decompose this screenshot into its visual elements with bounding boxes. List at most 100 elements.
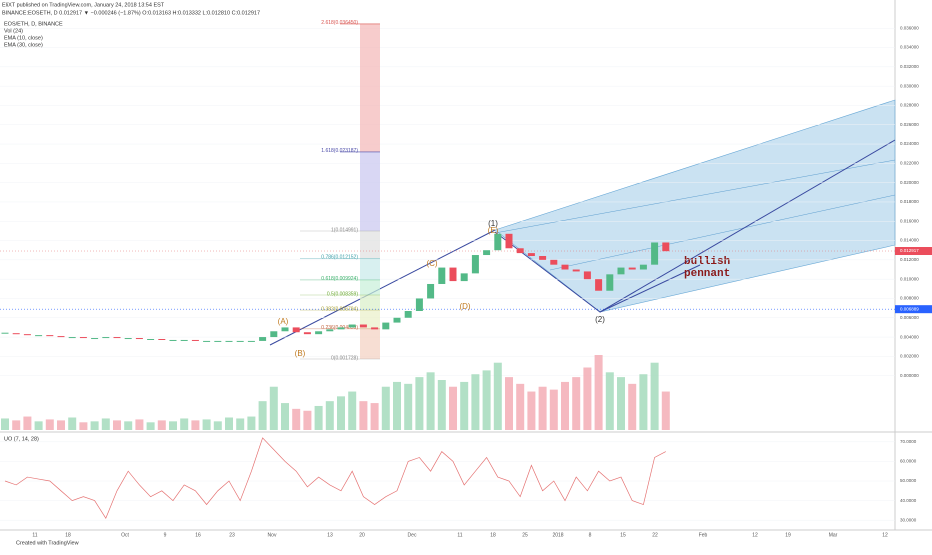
published: EliXT published on TradingView.com, Janu… bbox=[2, 2, 165, 8]
uo-tick-label: 60.0000 bbox=[900, 459, 917, 464]
volume-bar bbox=[281, 403, 289, 430]
candle bbox=[427, 283, 435, 299]
study: EMA (10, close) bbox=[4, 35, 43, 41]
candle bbox=[359, 324, 367, 328]
volume-bar bbox=[505, 377, 513, 430]
candle bbox=[191, 339, 199, 341]
candle bbox=[236, 340, 244, 342]
candle bbox=[23, 334, 31, 336]
x-tick-label: 12 bbox=[882, 532, 888, 538]
channel-line bbox=[549, 194, 896, 271]
candle bbox=[595, 279, 603, 291]
candle bbox=[550, 259, 558, 265]
x-tick-label: 8 bbox=[589, 532, 592, 538]
x-tick-label: Dec bbox=[408, 532, 417, 538]
volume-bar bbox=[1, 418, 9, 430]
volume-bar bbox=[213, 421, 222, 430]
volume-bar bbox=[225, 417, 233, 430]
candle bbox=[483, 250, 491, 256]
y-tick-label: 0.020000 bbox=[900, 180, 919, 185]
wave-label: (B) bbox=[295, 349, 306, 358]
y-tick-label: 0.006000 bbox=[900, 315, 919, 320]
fib-label: 0(0.001728) bbox=[331, 355, 358, 361]
volume-bar bbox=[628, 383, 637, 430]
candle bbox=[1, 332, 9, 334]
x-tick-label: 16 bbox=[195, 532, 201, 538]
candle bbox=[292, 327, 300, 333]
x-tick-label: 19 bbox=[785, 532, 791, 538]
volume-bar bbox=[157, 420, 166, 430]
candle bbox=[303, 332, 311, 335]
volume-bar bbox=[639, 374, 648, 430]
x-tick-label: 15 bbox=[620, 532, 626, 538]
volume-bar bbox=[359, 401, 368, 430]
uo-tick-label: 40.0000 bbox=[900, 498, 917, 503]
channel-line bbox=[494, 159, 896, 234]
fib-zone bbox=[360, 310, 380, 329]
volume-bar bbox=[516, 383, 525, 430]
volume-bar bbox=[605, 372, 614, 430]
y-tick-label: 0.034000 bbox=[900, 45, 919, 50]
volume-bar bbox=[124, 421, 133, 430]
volume-bar bbox=[460, 381, 469, 430]
volume-bar bbox=[90, 421, 99, 430]
wave-label: (2) bbox=[595, 315, 605, 324]
x-tick-label: 18 bbox=[490, 532, 496, 538]
study: Vol (24) bbox=[4, 28, 23, 34]
volume-bar bbox=[12, 420, 21, 430]
candle bbox=[68, 337, 76, 339]
uo-tick-label: 50.0000 bbox=[900, 478, 917, 483]
candle bbox=[527, 253, 535, 256]
y-tick-label: 0.016000 bbox=[900, 218, 919, 223]
volume-bar bbox=[113, 420, 121, 430]
candle bbox=[12, 333, 20, 335]
volume-bar bbox=[236, 418, 245, 430]
x-tick-label: 9 bbox=[164, 532, 167, 538]
candle bbox=[158, 338, 166, 340]
fib-label: 1(0.014991) bbox=[331, 227, 358, 233]
volume-bar bbox=[68, 417, 77, 430]
volume-bar bbox=[370, 403, 379, 430]
candle bbox=[91, 338, 99, 340]
volume-bar bbox=[258, 401, 267, 430]
y-tick-label: 0.036000 bbox=[900, 25, 919, 30]
volume-bar bbox=[45, 419, 54, 430]
volume-bar bbox=[337, 396, 345, 430]
candle bbox=[471, 255, 479, 274]
y-tick-label: 0.012000 bbox=[900, 257, 919, 262]
wave-label: (D) bbox=[459, 302, 470, 311]
volume-bar bbox=[325, 401, 334, 430]
candle bbox=[214, 340, 222, 342]
candle bbox=[57, 336, 65, 338]
candle bbox=[539, 255, 547, 260]
candle bbox=[35, 335, 43, 337]
volume-bar bbox=[493, 362, 502, 430]
support-tag bbox=[895, 305, 932, 314]
uo-title: UO (7, 14, 28) bbox=[4, 436, 39, 442]
candle bbox=[460, 273, 468, 282]
trend-line bbox=[269, 229, 496, 346]
volume-bar bbox=[180, 418, 189, 430]
candle bbox=[628, 267, 636, 270]
volume-bar bbox=[247, 416, 256, 430]
candle bbox=[113, 337, 121, 339]
last-label: 0.012917 bbox=[900, 248, 919, 253]
annotation: bullish bbox=[684, 256, 730, 268]
fib-label: 0.5(0.008359) bbox=[327, 291, 358, 297]
quote: BINANCE:EOSETH, D 0.012917 ▼ −0.000246 (… bbox=[2, 10, 260, 16]
annotation: pennant bbox=[684, 268, 730, 280]
y-tick-label: 0.008000 bbox=[900, 296, 919, 301]
fib-label: 2.618(0.036450) bbox=[321, 20, 358, 26]
volume-bar bbox=[23, 416, 32, 430]
y-tick-label: 0.002000 bbox=[900, 354, 919, 359]
fib-zone bbox=[360, 279, 380, 295]
uo-line bbox=[4, 437, 666, 519]
volume-bar bbox=[191, 420, 200, 430]
volume-bar bbox=[269, 386, 278, 430]
candle bbox=[46, 335, 54, 337]
y-tick-label: 0.010000 bbox=[900, 276, 919, 281]
candle bbox=[651, 242, 659, 265]
volume-bar bbox=[426, 372, 435, 430]
fib-label: 1.618(0.023187) bbox=[321, 148, 358, 154]
candle bbox=[382, 322, 390, 330]
